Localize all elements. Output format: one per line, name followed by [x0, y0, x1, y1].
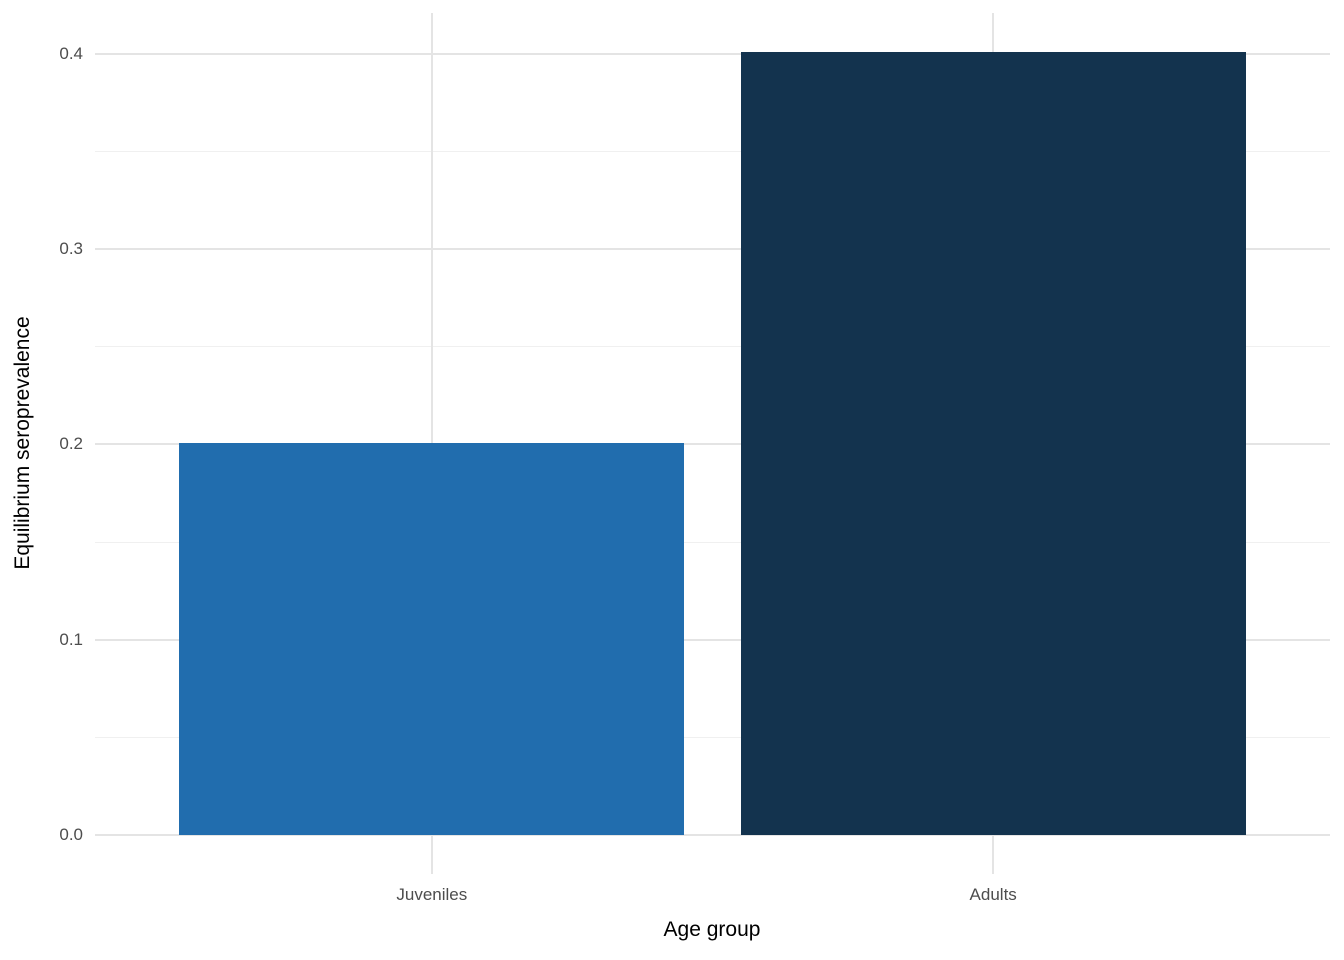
y-tick-label: 0.4	[59, 44, 83, 64]
x-tick-label-juveniles: Juveniles	[396, 885, 468, 904]
bar-juveniles	[179, 442, 685, 835]
y-tick-label: 0.0	[59, 824, 83, 844]
major-gridline	[95, 53, 1330, 56]
minor-gridline	[95, 151, 1330, 153]
minor-gridline	[95, 736, 1330, 738]
major-gridline	[95, 443, 1330, 446]
x-axis-title: Age group	[663, 918, 761, 941]
y-tick-label: 0.2	[59, 434, 83, 454]
minor-gridline	[95, 541, 1330, 543]
y-tick-label: 0.3	[59, 239, 83, 259]
major-gridline	[95, 638, 1330, 641]
bar-adults	[740, 52, 1246, 835]
plot-panel	[95, 13, 1330, 874]
major-gridline	[95, 248, 1330, 251]
x-tick-label-adults: Adults	[969, 885, 1017, 904]
minor-gridline	[95, 346, 1330, 348]
y-tick-label: 0.1	[59, 629, 83, 649]
major-gridline	[95, 833, 1330, 836]
